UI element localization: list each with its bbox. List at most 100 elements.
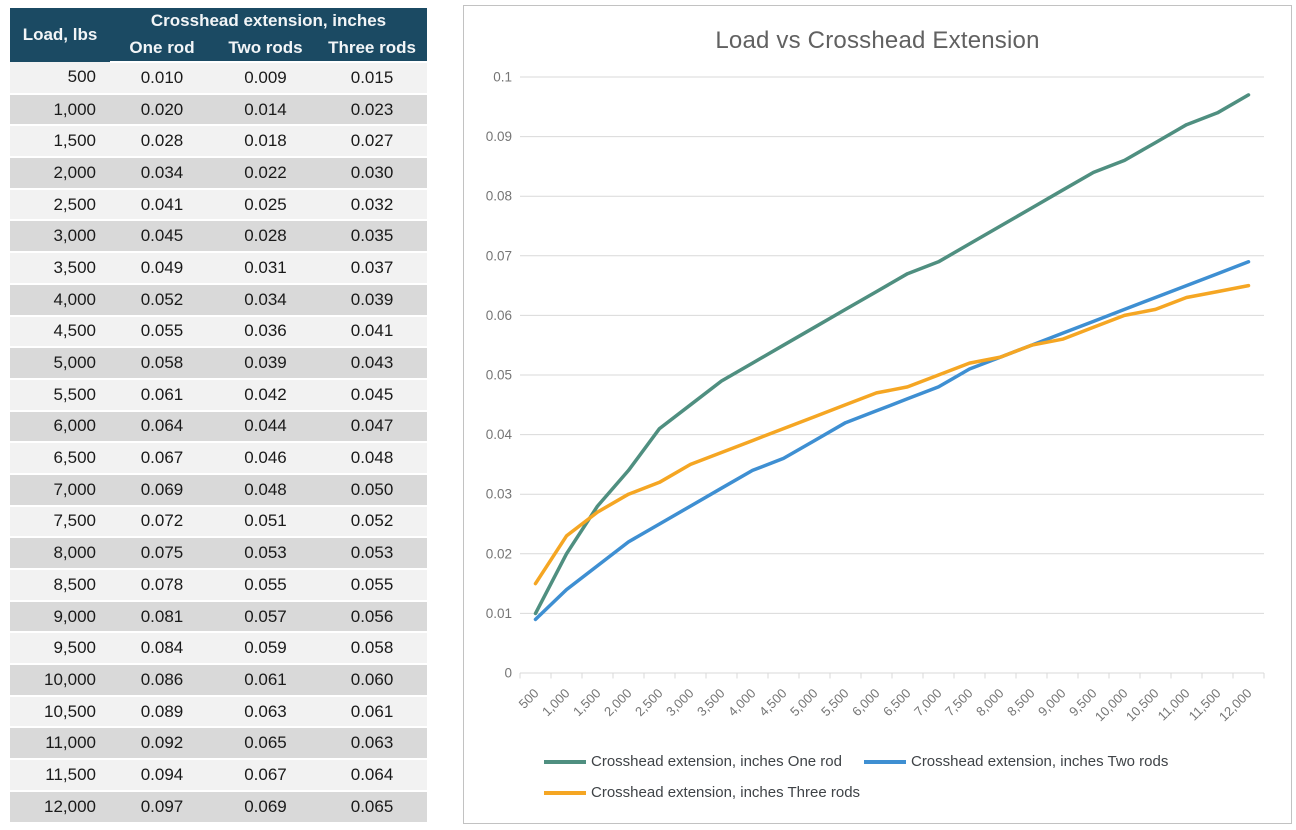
cell-one-rod: 0.097 — [110, 790, 214, 824]
cell-two-rods: 0.022 — [214, 157, 317, 190]
series-line-2 — [533, 260, 1251, 622]
table-row: 11,500 0.094 0.067 0.064 — [10, 759, 428, 792]
cell-load: 11,000 — [10, 727, 110, 761]
cell-one-rod: 0.041 — [110, 188, 214, 222]
table-row: 6,000 0.064 0.044 0.047 — [10, 410, 428, 444]
table-body: 500 0.010 0.009 0.015 1,000 0.020 0.014 0.023 1,… — [10, 62, 428, 824]
cell-two-rods: 0.059 — [214, 632, 317, 666]
cell-load: 1,000 — [10, 93, 110, 127]
cell-three-rods: 0.060 — [317, 664, 428, 697]
cell-three-rods: 0.065 — [317, 790, 428, 824]
cell-three-rods: 0.027 — [317, 125, 428, 159]
x-axis-tick-label: 5,500 — [818, 686, 852, 720]
cell-load: 6,000 — [10, 410, 110, 444]
chart-legend: Crosshead extension, inches One rod Cross… — [544, 753, 1224, 801]
x-axis-tick-label: 6,000 — [849, 686, 883, 720]
x-axis-tick-label: 10,500 — [1123, 686, 1162, 725]
cell-two-rods: 0.014 — [214, 93, 317, 127]
y-axis-tick-label: 0 — [504, 666, 512, 681]
cell-two-rods: 0.069 — [214, 790, 317, 824]
y-axis-tick-label: 0.09 — [486, 129, 512, 144]
legend-label: Crosshead extension, inches Three rods — [591, 784, 861, 801]
x-axis-tick-label: 2,500 — [632, 686, 666, 720]
chart-panel: Load vs Crosshead Extension 0 0.01 0.02 0.0… — [463, 5, 1292, 824]
cell-load: 7,000 — [10, 473, 110, 507]
cell-load: 1,500 — [10, 125, 110, 159]
cell-one-rod: 0.064 — [110, 410, 214, 444]
cell-three-rods: 0.045 — [317, 378, 428, 412]
x-axis-tick-label: 3,500 — [694, 686, 728, 720]
table-row: 1,500 0.028 0.018 0.027 — [10, 125, 428, 159]
cell-one-rod: 0.072 — [110, 505, 214, 539]
cell-one-rod: 0.078 — [110, 569, 214, 602]
x-axis-tick-label: 1,500 — [570, 686, 604, 720]
cell-two-rods: 0.051 — [214, 505, 317, 539]
x-axis-tick-label: 11,500 — [1186, 686, 1224, 724]
y-axis-tick-label: 0.03 — [486, 487, 512, 502]
cell-one-rod: 0.058 — [110, 347, 214, 380]
table-row: 9,500 0.084 0.059 0.058 — [10, 632, 428, 666]
cell-three-rods: 0.047 — [317, 410, 428, 444]
table-row: 3,000 0.045 0.028 0.035 — [10, 220, 428, 254]
cell-one-rod: 0.010 — [110, 62, 214, 95]
y-axis-tick-label: 0.07 — [486, 248, 512, 263]
cell-load: 11,500 — [10, 759, 110, 792]
table-row: 500 0.010 0.009 0.015 — [10, 62, 428, 95]
x-axis-tick-label: 11,000 — [1155, 686, 1193, 724]
table-row: 8,500 0.078 0.055 0.055 — [10, 569, 428, 602]
cell-one-rod: 0.094 — [110, 759, 214, 792]
cell-two-rods: 0.061 — [214, 664, 317, 697]
cell-two-rods: 0.036 — [214, 315, 317, 349]
cell-one-rod: 0.092 — [110, 727, 214, 761]
table-row: 5,000 0.058 0.039 0.043 — [10, 347, 428, 380]
x-axis-tick-label: 4,500 — [756, 686, 790, 720]
cell-two-rods: 0.028 — [214, 220, 317, 254]
cell-three-rods: 0.048 — [317, 442, 428, 475]
legend-item: Crosshead extension, inches Two rods — [863, 753, 1168, 770]
table-row: 4,000 0.052 0.034 0.039 — [10, 283, 428, 317]
x-axis-tick-label: 500 — [516, 686, 542, 712]
table-row: 10,500 0.089 0.063 0.061 — [10, 695, 428, 729]
cell-two-rods: 0.031 — [214, 252, 317, 285]
cell-one-rod: 0.049 — [110, 252, 214, 285]
table-row: 7,500 0.072 0.051 0.052 — [10, 505, 428, 539]
table-row: 7,000 0.069 0.048 0.050 — [10, 473, 428, 507]
cell-three-rods: 0.041 — [317, 315, 428, 349]
cell-one-rod: 0.067 — [110, 442, 214, 475]
y-axis-tick-label: 0.02 — [486, 546, 512, 561]
cell-three-rods: 0.052 — [317, 505, 428, 539]
table-row: 5,500 0.061 0.042 0.045 — [10, 378, 428, 412]
legend-label: Crosshead extension, inches One rod — [591, 753, 842, 770]
cell-load: 5,000 — [10, 347, 110, 380]
series-line-1 — [533, 93, 1251, 616]
y-axis-tick-label: 0.08 — [486, 189, 512, 204]
table-row: 2,000 0.034 0.022 0.030 — [10, 157, 428, 190]
cell-three-rods: 0.055 — [317, 569, 428, 602]
cell-one-rod: 0.020 — [110, 93, 214, 127]
cell-two-rods: 0.067 — [214, 759, 317, 792]
cell-one-rod: 0.084 — [110, 632, 214, 666]
series-line-3 — [533, 283, 1251, 586]
x-axis-tick-label: 8,500 — [1004, 686, 1038, 720]
cell-two-rods: 0.048 — [214, 473, 317, 507]
x-axis-tick-label: 7,500 — [942, 686, 976, 720]
cell-load: 7,500 — [10, 505, 110, 539]
table-row: 10,000 0.086 0.061 0.060 — [10, 664, 428, 697]
cell-load: 5,500 — [10, 378, 110, 412]
cell-three-rods: 0.056 — [317, 600, 428, 634]
cell-load: 4,000 — [10, 283, 110, 317]
cell-one-rod: 0.081 — [110, 600, 214, 634]
x-axis-tick-label: 9,000 — [1035, 686, 1069, 720]
y-axis-tick-label: 0.01 — [486, 606, 512, 621]
cell-three-rods: 0.050 — [317, 473, 428, 507]
x-axis-tick-label: 6,500 — [880, 686, 914, 720]
cell-two-rods: 0.046 — [214, 442, 317, 475]
cell-two-rods: 0.063 — [214, 695, 317, 729]
cell-one-rod: 0.061 — [110, 378, 214, 412]
legend-line-swatch-icon — [544, 790, 586, 795]
table-row: 12,000 0.097 0.069 0.065 — [10, 790, 428, 824]
cell-three-rods: 0.061 — [317, 695, 428, 729]
cell-load: 2,500 — [10, 188, 110, 222]
cell-load: 8,500 — [10, 569, 110, 602]
table-row: 9,000 0.081 0.057 0.056 — [10, 600, 428, 634]
